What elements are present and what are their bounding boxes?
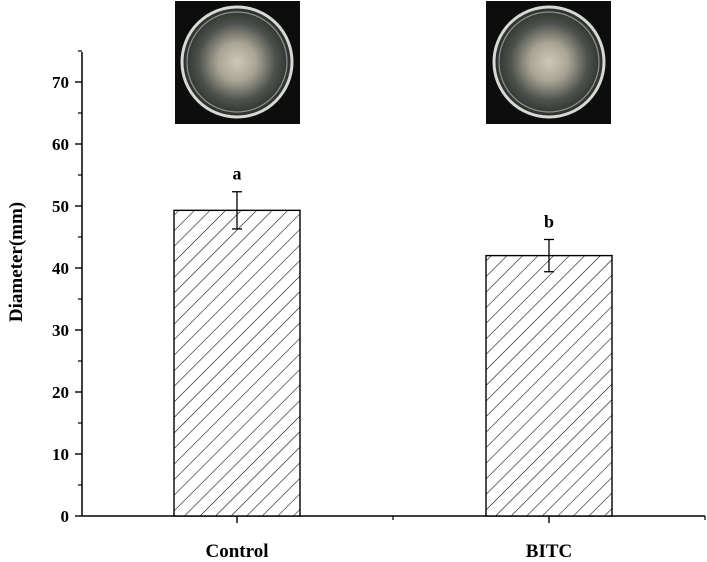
y-tick-label: 70 xyxy=(52,73,69,92)
category-labels: Control BITC xyxy=(206,516,706,562)
y-tick-label: 20 xyxy=(52,383,69,402)
bar-bitc xyxy=(485,254,613,517)
y-tick-label: 10 xyxy=(52,445,69,464)
category-label-control: Control xyxy=(206,541,269,562)
category-label-bitc: BITC xyxy=(526,541,572,562)
petri-dish-photo-control xyxy=(175,1,300,124)
y-tick-label: 60 xyxy=(52,135,69,154)
y-tick-label: 40 xyxy=(52,259,69,278)
y-tick-label: 0 xyxy=(61,507,70,526)
y-axis-title: Diameter(mm) xyxy=(6,202,27,322)
bar-control xyxy=(173,209,301,517)
y-tick-label: 50 xyxy=(52,197,69,216)
significance-label-bitc: b xyxy=(544,211,554,231)
bars: ab xyxy=(173,164,613,517)
y-ticks: 0 10 20 30 40 50 60 70 xyxy=(52,50,82,526)
significance-label-control: a xyxy=(233,164,242,184)
petri-dish-photo-bitc xyxy=(486,1,611,124)
y-tick-label: 30 xyxy=(52,321,69,340)
